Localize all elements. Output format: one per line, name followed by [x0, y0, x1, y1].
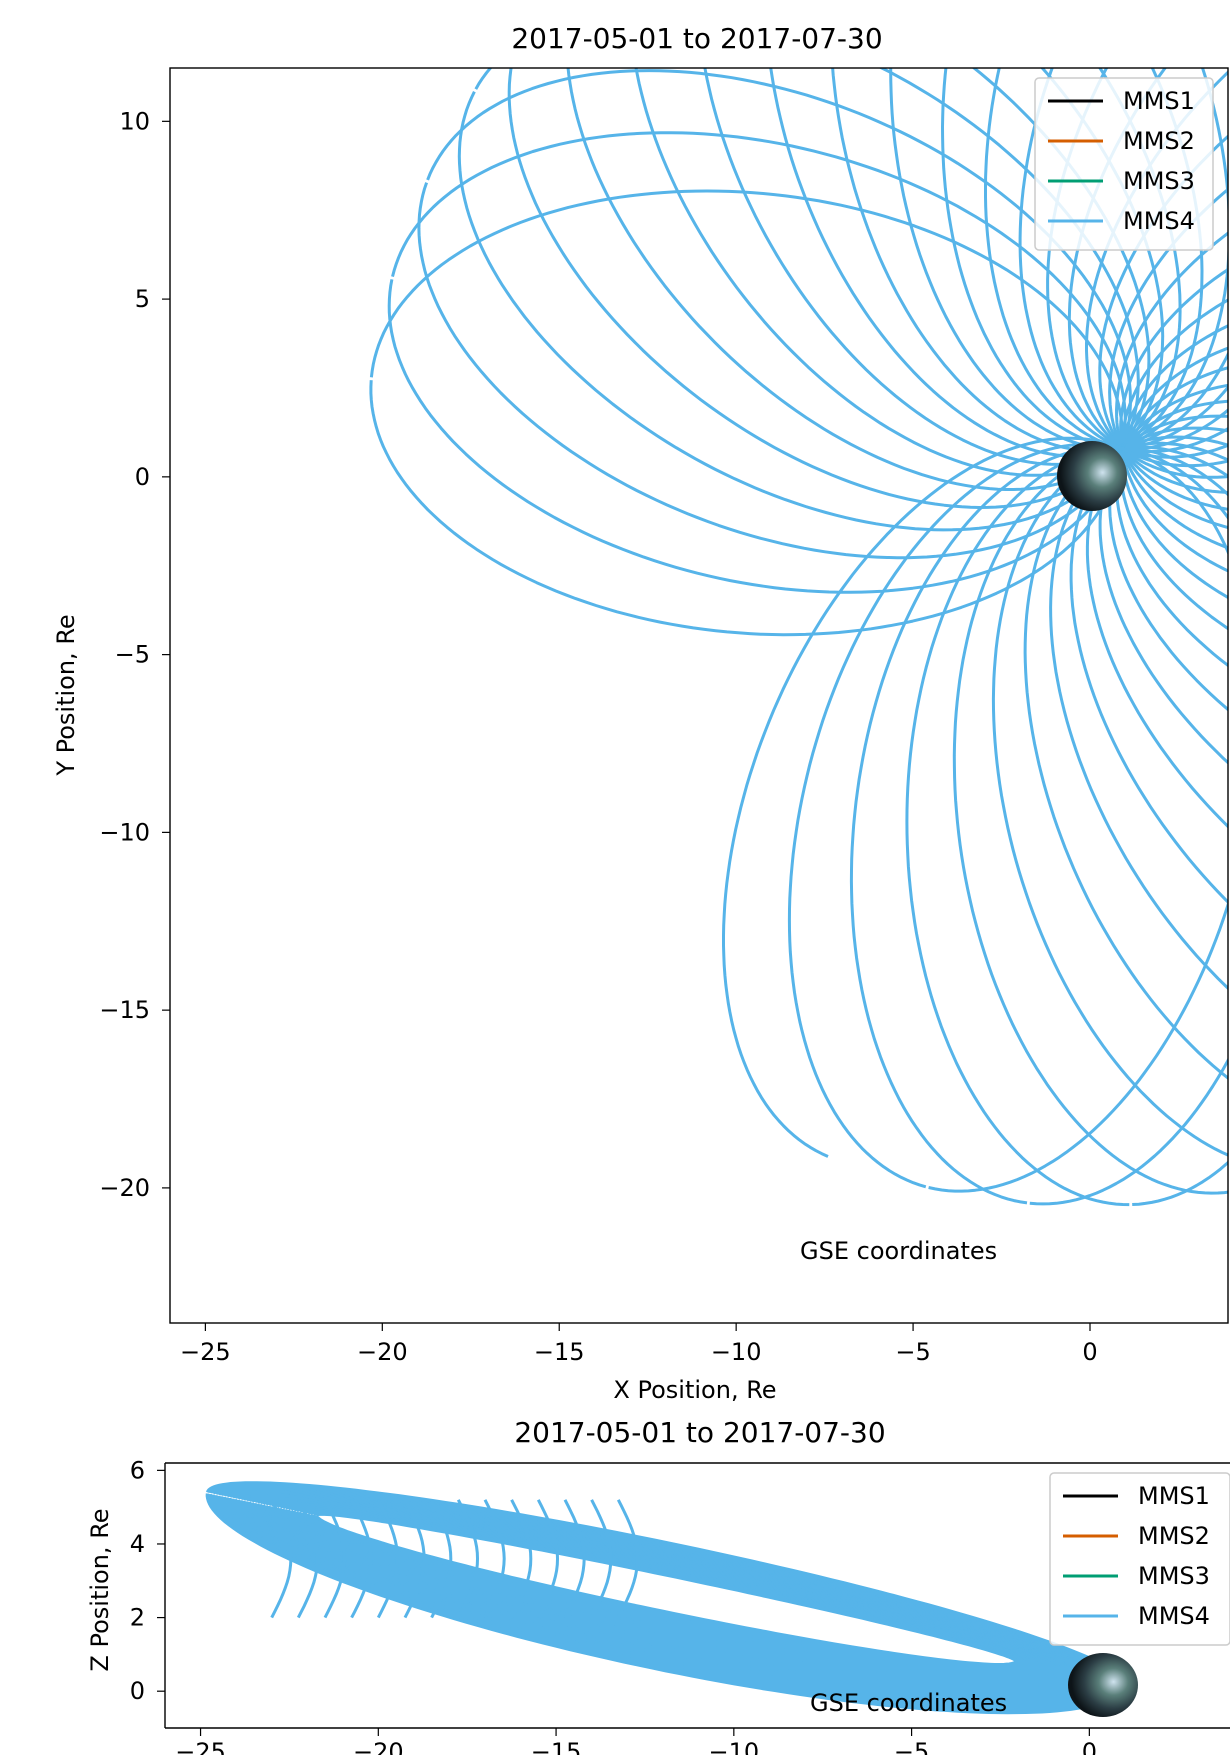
- orbit-trace: [456, 1499, 480, 1619]
- y-tick-label: 10: [119, 107, 150, 135]
- xy-x-ticks: −25 −20 −15 −10 −5 0: [180, 1323, 1098, 1366]
- x-tick-label: −10: [709, 1738, 760, 1755]
- orbit-trace: [616, 1499, 640, 1619]
- legend-label-mms1: MMS1: [1123, 87, 1195, 115]
- x-tick-label: −20: [353, 1738, 404, 1755]
- orbit-trace: [296, 1499, 320, 1619]
- xz-y-label: Z Position, Re: [86, 1508, 114, 1671]
- orbit-trace: [376, 1499, 400, 1619]
- orbit-trace: [369, 189, 1124, 637]
- xz-annotation: GSE coordinates: [810, 1689, 1007, 1717]
- orbit-trace: [350, 1499, 373, 1619]
- orbit-trace: [430, 1499, 453, 1619]
- orbit-trace: [323, 1499, 346, 1619]
- legend-label-mms2: MMS2: [1123, 127, 1195, 155]
- orbit-trace: [270, 1499, 293, 1619]
- orbit-trace: [510, 1499, 533, 1619]
- y-tick-label: −15: [99, 996, 150, 1024]
- legend-label-mms4: MMS4: [1123, 207, 1195, 235]
- x-tick-label: −5: [895, 1338, 930, 1366]
- x-tick-label: −25: [180, 1338, 231, 1366]
- y-tick-label: −10: [99, 818, 150, 846]
- y-tick-label: 2: [130, 1604, 145, 1632]
- orbit-trace: [722, 436, 1137, 1158]
- xy-plot: 2017-05-01 to 2017-07-30 −25 −20 −15 −10 −5 0…: [52, 22, 1229, 1404]
- xz-plot: 2017-05-01 to 2017-07-30 −25 −20 −15 −10 −5 0…: [86, 1416, 1230, 1755]
- x-tick-label: −20: [357, 1338, 408, 1366]
- xz-title: 2017-05-01 to 2017-07-30: [514, 1416, 885, 1449]
- xy-x-label: X Position, Re: [613, 1376, 776, 1404]
- x-tick-label: −15: [534, 1338, 585, 1366]
- orbit-trace: [563, 1499, 586, 1619]
- xy-annotation: GSE coordinates: [800, 1237, 997, 1265]
- y-tick-label: 6: [130, 1456, 145, 1484]
- y-tick-label: −5: [115, 641, 150, 669]
- y-tick-label: 4: [130, 1530, 145, 1558]
- x-tick-label: 0: [1082, 1338, 1097, 1366]
- orbit-trace: [590, 1499, 613, 1619]
- x-tick-label: −10: [711, 1338, 762, 1366]
- x-tick-label: −15: [531, 1738, 582, 1755]
- earth-marker-xy: [1057, 441, 1127, 511]
- xz-orbit-traces: [205, 1481, 1127, 1715]
- xy-y-ticks: −20 −15 −10 −5 0 5 10: [99, 107, 170, 1202]
- orbit-trace: [403, 1499, 426, 1619]
- x-tick-label: 0: [1082, 1738, 1097, 1755]
- xy-legend: MMS1 MMS2 MMS3 MMS4: [1034, 77, 1214, 251]
- y-tick-label: 5: [135, 285, 150, 313]
- xz-legend: MMS1 MMS2 MMS3 MMS4: [1049, 1472, 1230, 1646]
- y-tick-label: 0: [135, 463, 150, 491]
- x-tick-label: −5: [894, 1738, 929, 1755]
- orbit-trace: [536, 1499, 560, 1619]
- legend-label-mms3: MMS3: [1138, 1562, 1210, 1590]
- xy-y-label: Y Position, Re: [52, 614, 80, 776]
- legend-label-mms3: MMS3: [1123, 167, 1195, 195]
- legend-label-mms1: MMS1: [1138, 1482, 1210, 1510]
- xy-orbit-traces: [369, 68, 1228, 1207]
- earth-marker-xz: [1068, 1653, 1138, 1717]
- xy-title: 2017-05-01 to 2017-07-30: [511, 22, 882, 55]
- xz-x-ticks: −25 −20 −15 −10 −5 0: [175, 1728, 1097, 1755]
- orbit-trace: [314, 1512, 1018, 1667]
- legend-label-mms4: MMS4: [1138, 1602, 1210, 1630]
- orbit-trace: [483, 1499, 506, 1619]
- x-tick-label: −25: [175, 1738, 226, 1755]
- y-tick-label: −20: [99, 1174, 150, 1202]
- legend-label-mms2: MMS2: [1138, 1522, 1210, 1550]
- xy-axes-frame: [169, 67, 1229, 1324]
- orbit-trace: [905, 446, 1228, 1207]
- y-tick-label: 0: [130, 1677, 145, 1705]
- xz-y-ticks: 0 2 4 6: [130, 1456, 165, 1705]
- orbit-trace: [952, 445, 1228, 1195]
